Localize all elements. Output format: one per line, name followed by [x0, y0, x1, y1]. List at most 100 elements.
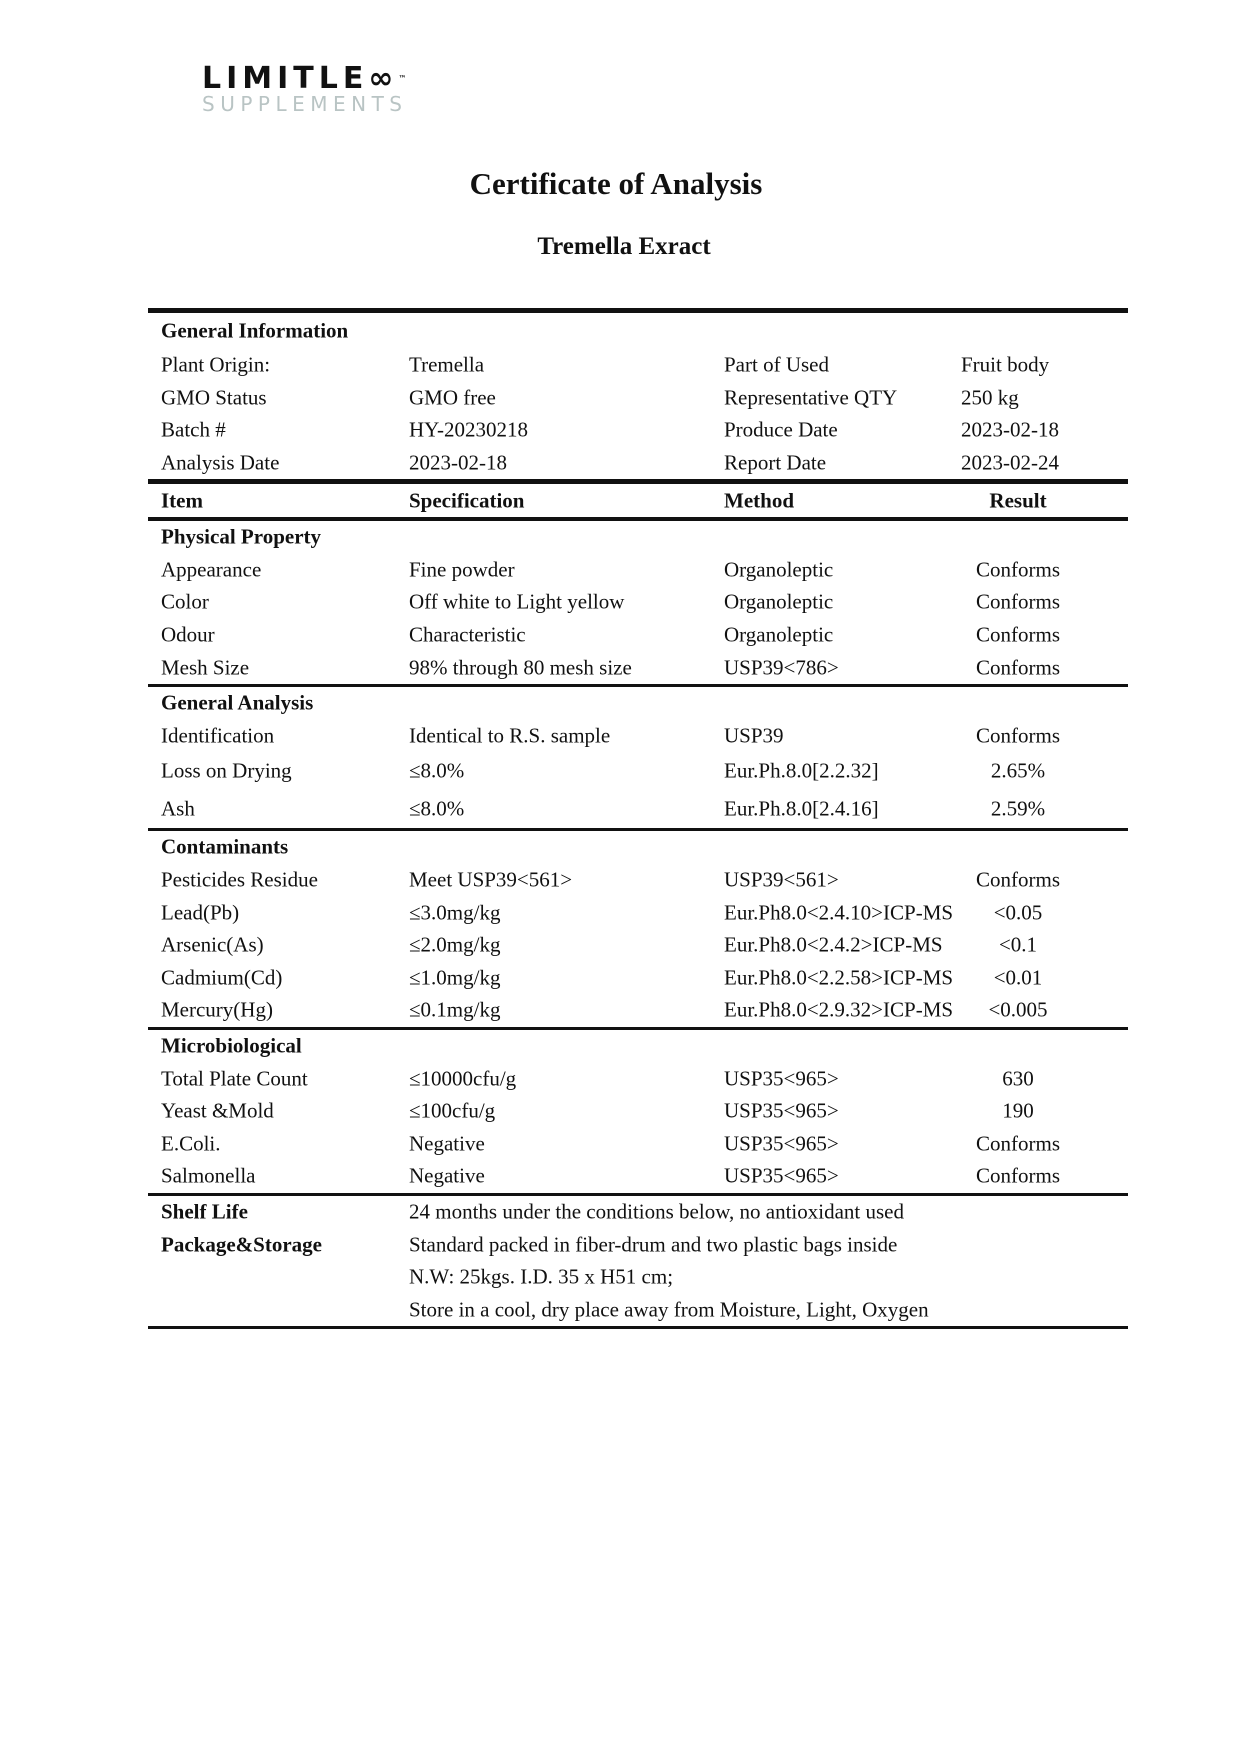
method: Eur.Ph8.0<2.9.32>ICP-MS: [724, 997, 954, 1022]
item-name: Color: [161, 589, 209, 614]
result: <0.05: [993, 900, 1043, 925]
item-name: E.Coli.: [161, 1131, 221, 1156]
specification: Fine powder: [409, 557, 515, 582]
table-header: Item Specification Method Result: [148, 479, 1128, 521]
item-name: Pesticides Residue: [161, 867, 318, 892]
trademark-symbol: ™: [398, 74, 407, 83]
table-row: Arsenic(As) ≤2.0mg/kg Eur.Ph8.0<2.4.2>ICP-…: [148, 929, 1128, 962]
info-label: Plant Origin:: [161, 352, 271, 377]
section-microbiological: Microbiological Total Plate Count ≤10000cf…: [148, 1026, 1128, 1193]
section-heading: Microbiological: [161, 1033, 302, 1058]
specification: 98% through 80 mesh size: [409, 655, 632, 680]
item-name: Lead(Pb): [161, 900, 240, 925]
method: USP35<965>: [724, 1131, 839, 1156]
info-value: 2023-02-18: [961, 417, 1059, 442]
result: <0.1: [998, 932, 1038, 957]
package-storage-line: N.W: 25kgs. I.D. 35 x H51 cm;: [409, 1264, 674, 1289]
result: Conforms: [976, 867, 1060, 892]
item-name: Total Plate Count: [161, 1066, 308, 1091]
method: Eur.Ph8.0<2.4.2>ICP-MS: [724, 932, 943, 957]
infinity-icon: ∞: [368, 61, 399, 96]
item-name: Yeast &Mold: [161, 1098, 274, 1123]
general-information-section: General Information Plant Origin: Tremella…: [148, 308, 1128, 479]
specification: Characteristic: [409, 622, 526, 647]
info-row: Plant Origin: Tremella Part of Used Fruit b…: [148, 349, 1128, 382]
info-value: Fruit body: [961, 352, 1050, 377]
result: Conforms: [976, 589, 1060, 614]
info-label: Produce Date: [724, 417, 838, 442]
specification: Negative: [409, 1163, 485, 1188]
table-row: Mesh Size 98% through 80 mesh size USP39<7…: [148, 651, 1128, 684]
table-row: Odour Characteristic Organoleptic Conforms: [148, 619, 1128, 652]
result: Conforms: [976, 723, 1060, 748]
info-label: Analysis Date: [161, 450, 280, 475]
brand-logo: LIMITLE∞™ SUPPLEMENTS: [202, 61, 408, 116]
item-name: Arsenic(As): [161, 932, 264, 957]
specification: Off white to Light yellow: [409, 589, 625, 614]
result: 2.59%: [990, 796, 1046, 821]
item-name: Appearance: [161, 557, 262, 582]
column-header-method: Method: [724, 488, 794, 513]
table-row: Yeast &Mold ≤100cfu/g USP35<965> 190: [148, 1095, 1128, 1128]
table-row: Pesticides Residue Meet USP39<561> USP39<5…: [148, 864, 1128, 897]
specification: Identical to R.S. sample: [409, 723, 611, 748]
specification: Meet USP39<561>: [409, 867, 573, 892]
method: Organoleptic: [724, 589, 834, 614]
method: Eur.Ph.8.0[2.2.32]: [724, 758, 879, 783]
method: USP35<965>: [724, 1163, 839, 1188]
table-row: Cadmium(Cd) ≤1.0mg/kg Eur.Ph8.0<2.2.58>ICP…: [148, 962, 1128, 995]
section-contaminants: Contaminants Pesticides Residue Meet USP39…: [148, 828, 1128, 1027]
section-heading: General Analysis: [161, 690, 314, 715]
package-storage-line: Store in a cool, dry place away from Moi…: [409, 1297, 929, 1322]
logo-subtitle: SUPPLEMENTS: [202, 92, 408, 116]
method: USP35<965>: [724, 1066, 839, 1091]
shelf-life-value: 24 months under the conditions below, no…: [409, 1199, 904, 1224]
package-storage-label: Package&Storage: [161, 1232, 322, 1257]
item-name: Mesh Size: [161, 655, 250, 680]
table-row: Total Plate Count ≤10000cfu/g USP35<965> 63…: [148, 1062, 1128, 1095]
table-row: Identification Identical to R.S. sample US…: [148, 720, 1128, 753]
table-row: Loss on Drying ≤8.0% Eur.Ph.8.0[2.2.32] 2.6…: [148, 752, 1128, 790]
specification: ≤1.0mg/kg: [409, 965, 501, 990]
method: Organoleptic: [724, 557, 834, 582]
info-label: Batch #: [161, 417, 226, 442]
info-value: Tremella: [409, 352, 485, 377]
column-header-result: Result: [989, 488, 1047, 513]
method: USP35<965>: [724, 1098, 839, 1123]
info-row: Analysis Date 2023-02-18 Report Date 2023-0…: [148, 447, 1128, 480]
result: Conforms: [976, 1163, 1060, 1188]
method: Eur.Ph8.0<2.4.10>ICP-MS: [724, 900, 954, 925]
info-value: HY-20230218: [409, 417, 528, 442]
result: Conforms: [976, 655, 1060, 680]
method: USP39: [724, 723, 784, 748]
section-heading: General Information: [161, 318, 349, 343]
column-header-item: Item: [161, 488, 203, 513]
section-general-analysis: General Analysis Identification Identical …: [148, 683, 1128, 828]
info-label: Part of Used: [724, 352, 829, 377]
product-name: Tremella Exract: [537, 233, 711, 260]
table-row: E.Coli. Negative USP35<965> Conforms: [148, 1127, 1128, 1160]
document-title: Certificate of Analysis: [469, 166, 763, 201]
table-row: Ash ≤8.0% Eur.Ph.8.0[2.4.16] 2.59%: [148, 790, 1128, 828]
item-name: Odour: [161, 622, 215, 647]
item-name: Identification: [161, 723, 275, 748]
table-row: Color Off white to Light yellow Organolept…: [148, 586, 1128, 619]
result: Conforms: [976, 557, 1060, 582]
table-row: Lead(Pb) ≤3.0mg/kg Eur.Ph8.0<2.4.10>ICP-MS…: [148, 896, 1128, 929]
info-value: 250 kg: [961, 385, 1019, 410]
method: USP39<786>: [724, 655, 839, 680]
info-row: GMO Status GMO free Representative QTY 250 …: [148, 382, 1128, 415]
column-header-specification: Specification: [409, 488, 525, 513]
package-storage-line: Standard packed in fiber-drum and two pl…: [409, 1232, 898, 1257]
result: <0.005: [988, 997, 1048, 1022]
item-name: Mercury(Hg): [161, 997, 273, 1022]
specification: ≤8.0%: [409, 758, 465, 783]
info-label: Representative QTY: [724, 385, 898, 410]
info-label: Report Date: [724, 450, 827, 475]
table-bottom-rule: [148, 1326, 1128, 1330]
method: USP39<561>: [724, 867, 839, 892]
method: Eur.Ph.8.0[2.4.16]: [724, 796, 879, 821]
specification: ≤8.0%: [409, 796, 465, 821]
shelf-life-label: Shelf Life: [161, 1199, 248, 1224]
